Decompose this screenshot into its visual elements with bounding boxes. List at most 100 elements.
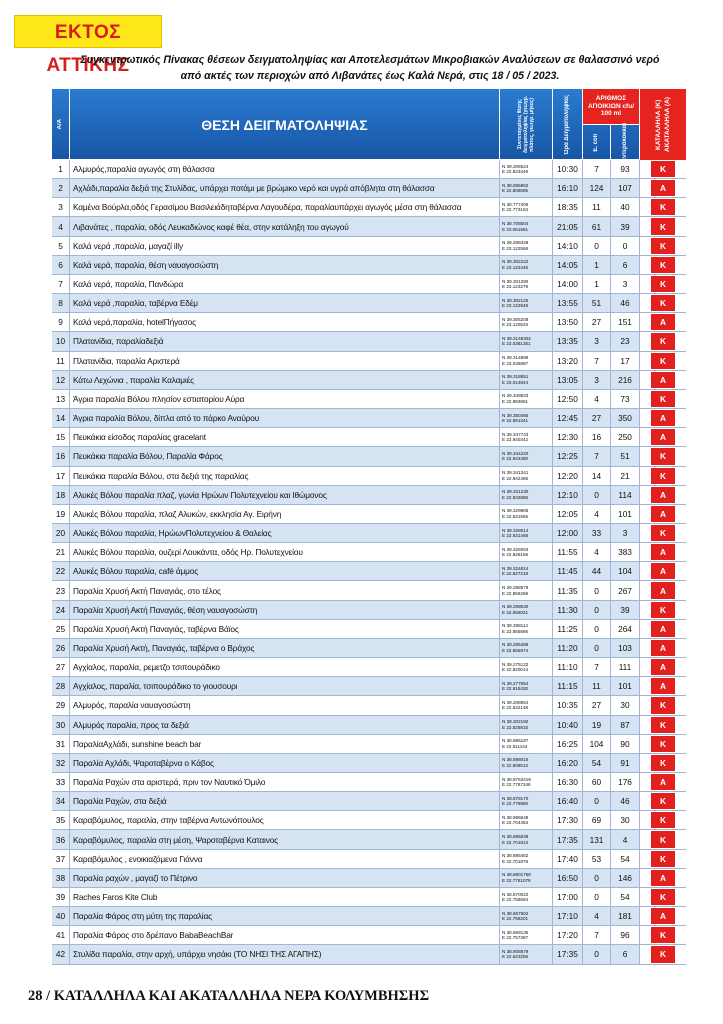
cell-entero: 93 bbox=[611, 160, 640, 179]
status-badge: Κ bbox=[651, 275, 675, 293]
table-row: 28 Αγχίαλος, παραλία, τσιπουράδικο το γιο… bbox=[52, 677, 686, 697]
table-row: 18 Αλυκές Βόλου παραλία πλαζ, γωνία Ηρώων… bbox=[52, 485, 686, 505]
cell-no: 5 bbox=[52, 236, 70, 255]
cell-time: 17:40 bbox=[553, 849, 583, 868]
cell-no: 25 bbox=[52, 619, 70, 638]
coord-n: N 38.8763419 bbox=[502, 776, 531, 782]
cell-no: 29 bbox=[52, 696, 70, 715]
table-row: 34 Παραλία Ραχών, στα δεξιά N 38.878170 E 2… bbox=[52, 792, 686, 812]
cell-coords: N 39.288630 E 22.856021 bbox=[500, 600, 553, 619]
cell-no: 22 bbox=[52, 562, 70, 581]
cell-time: 18:35 bbox=[553, 198, 583, 217]
cell-time: 10:30 bbox=[553, 160, 583, 179]
cell-time: 13:55 bbox=[553, 294, 583, 313]
cell-no: 18 bbox=[52, 485, 70, 504]
coord-e: E 22.7787248 bbox=[502, 782, 531, 788]
cell-coords: N 39.331230 E 22.832885 bbox=[500, 485, 553, 504]
status-badge: Α bbox=[651, 620, 675, 637]
cell-coords: N 39.324814 E 22.827219 bbox=[500, 562, 553, 581]
cell-no: 26 bbox=[52, 638, 70, 658]
coord-e: E 22.983881 bbox=[502, 398, 529, 404]
table-row: 37 Καραβόμυλος , ενοικιαζόμενα Γιάννα N 38… bbox=[52, 849, 686, 869]
coord-n: N 38.908579 bbox=[502, 948, 529, 954]
cell-entero: 383 bbox=[611, 543, 640, 562]
coord-n: N 39.288114 bbox=[502, 623, 528, 629]
cell-time: 12:20 bbox=[553, 466, 583, 485]
cell-location: Άγρια παραλία Βόλου πλησίον εστιατορίου … bbox=[70, 389, 500, 409]
cell-time: 12:25 bbox=[553, 447, 583, 466]
cell-location: Αγχίαλος, παραλία, ρεμετζο τσιπουράδικο bbox=[70, 658, 500, 677]
coord-e: E 22.808695 bbox=[502, 188, 529, 194]
table-row: 9 Καλά νερά,παραλία, hotelΠήγασος N 39.305… bbox=[52, 313, 686, 333]
coord-e: E 22.701813 bbox=[502, 839, 529, 845]
col-header: ΚΑΤΑΛΛΗΛΑ (Κ) ΑΚΑΤΑΛΛΗΛΑ (Α) bbox=[655, 97, 671, 152]
cell-coords: N 39.344220 E 22.943480 bbox=[500, 447, 553, 466]
coord-e: E 22.942486 bbox=[502, 475, 529, 481]
cell-ecoli: 53 bbox=[583, 849, 611, 868]
coord-e: E 22.7781079 bbox=[502, 877, 531, 883]
cell-no: 35 bbox=[52, 811, 70, 830]
coord-e: E 22.773184 bbox=[502, 207, 529, 213]
coord-e: E 22.856268 bbox=[502, 590, 529, 596]
cell-ecoli: 124 bbox=[583, 179, 611, 198]
coord-e: E 22.855974 bbox=[502, 647, 529, 653]
cell-location: Καλά νερά ,παραλία, ταβέρνα Εδέμ bbox=[70, 294, 500, 313]
coord-n: N 39.202182 bbox=[502, 719, 529, 725]
status-badge: Κ bbox=[651, 467, 675, 484]
cell-location: Πλατανίδια, παραλίαδεξιά bbox=[70, 332, 500, 351]
coord-e: E 22.831555 bbox=[502, 513, 529, 519]
table-row: 19 Αλυκές Βόλου παραλία, πλαζ Αλυκών, εκκ… bbox=[52, 504, 686, 524]
cell-time: 12:05 bbox=[553, 504, 583, 523]
table-row: 32 Παραλία Αχλάδι, Ψαροταβέρνα ο Κάβος N 3… bbox=[52, 753, 686, 773]
cell-time: 14:00 bbox=[553, 274, 583, 294]
cell-entero: 39 bbox=[611, 217, 640, 236]
cell-time: 16:50 bbox=[553, 868, 583, 887]
coord-n: N 38.885838 bbox=[502, 834, 529, 840]
cell-ecoli: 7 bbox=[583, 926, 611, 945]
status-badge: Κ bbox=[651, 161, 675, 178]
table-row: 25 Παραλία Χρυσή Ακτή Παναγιάς, ταβέρνα Β… bbox=[52, 619, 686, 639]
cell-no: 40 bbox=[52, 907, 70, 926]
cell-ecoli: 61 bbox=[583, 217, 611, 236]
cell-coords: N 39.318651 E 23.014844 bbox=[500, 370, 553, 389]
cell-location: Πευκάκια παραλία Βόλου, Παραλία Φάρος bbox=[70, 447, 500, 466]
cell-coords: N 38.708504 E 23.061581 bbox=[500, 217, 553, 236]
cell-entero: 6 bbox=[611, 255, 640, 274]
cell-time: 13:05 bbox=[553, 370, 583, 389]
table-row: 6 Καλά νερά, παραλία, θέση ναυαγοσώστη N 3… bbox=[52, 255, 686, 275]
cell-entero: 264 bbox=[611, 619, 640, 638]
cell-ecoli: 7 bbox=[583, 160, 611, 179]
cell-ecoli: 7 bbox=[583, 351, 611, 370]
table-body: 1 Αλμυρός,παραλία αγωγός στη θάλασσα N 39.… bbox=[52, 160, 686, 965]
cell-ecoli: 0 bbox=[583, 945, 611, 964]
cell-entero: 54 bbox=[611, 849, 640, 868]
cell-entero: 30 bbox=[611, 696, 640, 715]
col-header: ΑΡΙΘΜΟΣ ΑΠΟΙΚΙΩΝ cfu/ 100 ml bbox=[583, 89, 640, 125]
cell-entero: 0 bbox=[611, 236, 640, 255]
cell-entero: 54 bbox=[611, 887, 640, 907]
cell-no: 19 bbox=[52, 504, 70, 523]
cell-entero: 101 bbox=[611, 677, 640, 696]
cell-coords: N 39.349833 E 22.983881 bbox=[500, 389, 553, 409]
coord-e: E 22.822148 bbox=[502, 705, 529, 711]
cell-location: Παραλία Ραχών στα αριστερά, πριν τον Ναυ… bbox=[70, 773, 500, 792]
status-badge: Κ bbox=[651, 256, 675, 273]
cell-entero: 51 bbox=[611, 447, 640, 466]
cell-no: 17 bbox=[52, 466, 70, 485]
cell-location: Αλυκές Βόλου παραλία, ΗρώωνΠολυτεχνείου … bbox=[70, 523, 500, 543]
cell-entero: 21 bbox=[611, 466, 640, 485]
cell-location: Πευκάκια παραλία Βόλου, στα δεξιά της πα… bbox=[70, 466, 500, 485]
coord-e: E 23.120533 bbox=[502, 322, 529, 328]
cell-entero: 107 bbox=[611, 179, 640, 198]
cell-location: Παραλία Ραχών, στα δεξιά bbox=[70, 792, 500, 811]
cell-location: Παραλία Αχλάδι, Ψαροταβέρνα ο Κάβος bbox=[70, 753, 500, 772]
status-badge: Κ bbox=[651, 831, 675, 848]
cell-location: ΠαραλίαΑχλάδι, sunshine beach bar bbox=[70, 734, 500, 753]
table-row: 41 Παραλία Φάρος στο δρέπανο BabaBeachBar… bbox=[52, 926, 686, 946]
status-badge: Κ bbox=[651, 390, 675, 408]
coord-n: N 39.347743 bbox=[502, 431, 529, 437]
cell-entero: 17 bbox=[611, 351, 640, 370]
cell-ecoli: 4 bbox=[583, 907, 611, 926]
coord-n: N 39.328614 bbox=[502, 527, 529, 533]
coord-e: E 22.855886 bbox=[502, 628, 529, 634]
